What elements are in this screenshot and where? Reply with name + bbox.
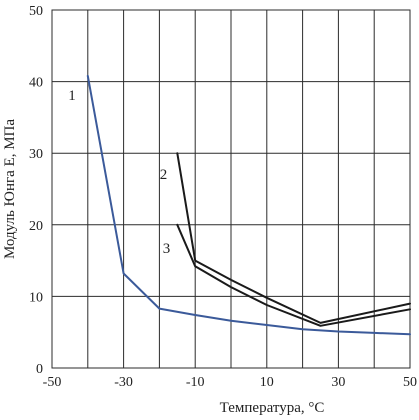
curve-labels: 1 2 3: [68, 88, 170, 257]
x-tick-label: 50: [403, 375, 417, 390]
x-tick-label: 30: [331, 375, 345, 390]
x-axis-label: Температура, °C: [220, 400, 325, 416]
y-tick-label: 30: [29, 147, 43, 162]
curve-label-3: 3: [163, 241, 171, 257]
curve-label-1: 1: [68, 88, 76, 104]
x-tick-label: -10: [186, 375, 205, 390]
x-tick-label: 10: [260, 375, 274, 390]
plot-frame: [51, 9, 411, 369]
y-tick-label: 20: [29, 219, 43, 234]
y-axis-label: Модуль Юнга E, МПа: [2, 119, 18, 259]
x-tick-label: -50: [43, 375, 62, 390]
series-line-1: [86, 74, 411, 336]
y-tick-label: 10: [29, 290, 43, 305]
y-tick-label: 40: [29, 76, 43, 91]
series-line-2: [176, 152, 411, 324]
series-layer: [86, 74, 411, 336]
x-tick-label: -30: [114, 375, 133, 390]
curve-label-2: 2: [160, 167, 168, 183]
series-line-3: [176, 223, 411, 327]
y-tick-label: 50: [29, 4, 43, 19]
y-tick-label: 0: [36, 362, 43, 377]
tick-labels: -50 -30 -10 10 30 50 0 10 20 30 40 50: [29, 4, 417, 390]
